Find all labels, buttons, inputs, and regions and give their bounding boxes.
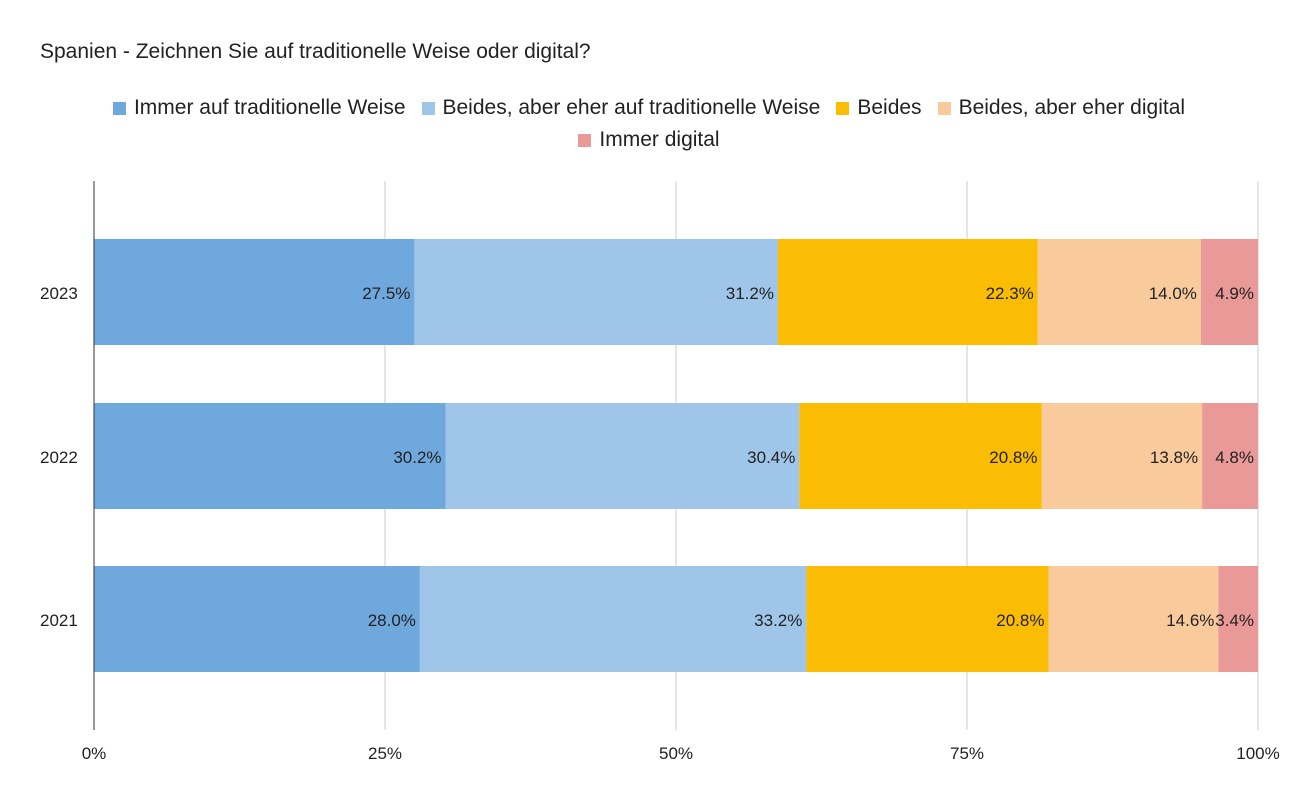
bar-segment (94, 403, 446, 509)
x-tick-label: 50% (659, 744, 693, 763)
x-tick-label: 100% (1236, 744, 1279, 763)
bar-segment (414, 239, 778, 345)
legend-swatch (836, 101, 850, 115)
bar-segment (419, 566, 807, 672)
x-tick-label: 75% (950, 744, 984, 763)
legend-item-beides-eher-traditionell: Beides, aber eher auf traditionelle Weis… (421, 96, 821, 120)
bar-segment (445, 403, 800, 509)
legend-label: Immer auf traditionelle Weise (133, 96, 406, 119)
data-label: 30.4% (747, 448, 795, 467)
data-label: 13.8% (1150, 448, 1198, 467)
legend-row-2: Immer digital (0, 124, 1298, 156)
bar-segment (1200, 239, 1258, 345)
legend: Immer auf traditionelle Weise Beides, ab… (0, 92, 1298, 156)
data-label: 14.6% (1166, 611, 1214, 630)
bar-segment (806, 566, 1049, 672)
data-label: 3.4% (1215, 611, 1254, 630)
legend-label: Immer digital (599, 128, 720, 151)
bar-segment (799, 403, 1042, 509)
legend-item-immer-digital: Immer digital (578, 128, 720, 152)
bar-segment (1041, 403, 1203, 509)
bar-segment (1037, 239, 1201, 345)
legend-swatch (937, 101, 951, 115)
x-tick-label: 0% (82, 744, 107, 763)
data-label: 31.2% (726, 284, 774, 303)
category-label: 2021 (40, 611, 78, 630)
data-label: 14.0% (1149, 284, 1197, 303)
bar-segment (1218, 566, 1258, 672)
bar-segment (94, 566, 420, 672)
legend-label: Beides, aber eher auf traditionelle Weis… (442, 96, 821, 119)
legend-swatch (112, 101, 126, 115)
bar-segment (1202, 403, 1258, 509)
data-label: 33.2% (754, 611, 802, 630)
legend-label: Beides (857, 96, 922, 119)
data-label: 27.5% (362, 284, 410, 303)
category-label: 2022 (40, 448, 78, 467)
legend-item-beides-eher-digital: Beides, aber eher digital (937, 96, 1186, 120)
legend-swatch (578, 133, 592, 147)
data-label: 30.2% (393, 448, 441, 467)
data-label: 4.9% (1215, 284, 1254, 303)
legend-item-immer-traditionell: Immer auf traditionelle Weise (112, 96, 406, 120)
bar-segment (777, 239, 1038, 345)
category-label: 2023 (40, 284, 78, 303)
legend-row-1: Immer auf traditionelle Weise Beides, ab… (0, 92, 1298, 124)
x-tick-label: 25% (368, 744, 402, 763)
legend-swatch (421, 101, 435, 115)
data-label: 4.8% (1215, 448, 1254, 467)
data-label: 20.8% (989, 448, 1037, 467)
legend-label: Beides, aber eher digital (958, 96, 1186, 119)
bar-segment (94, 239, 415, 345)
data-label: 28.0% (368, 611, 416, 630)
bar-segment (1048, 566, 1219, 672)
data-label: 22.3% (986, 284, 1034, 303)
data-label: 20.8% (996, 611, 1044, 630)
chart-title: Spanien - Zeichnen Sie auf traditionelle… (40, 40, 591, 63)
legend-item-beides: Beides (836, 96, 922, 120)
